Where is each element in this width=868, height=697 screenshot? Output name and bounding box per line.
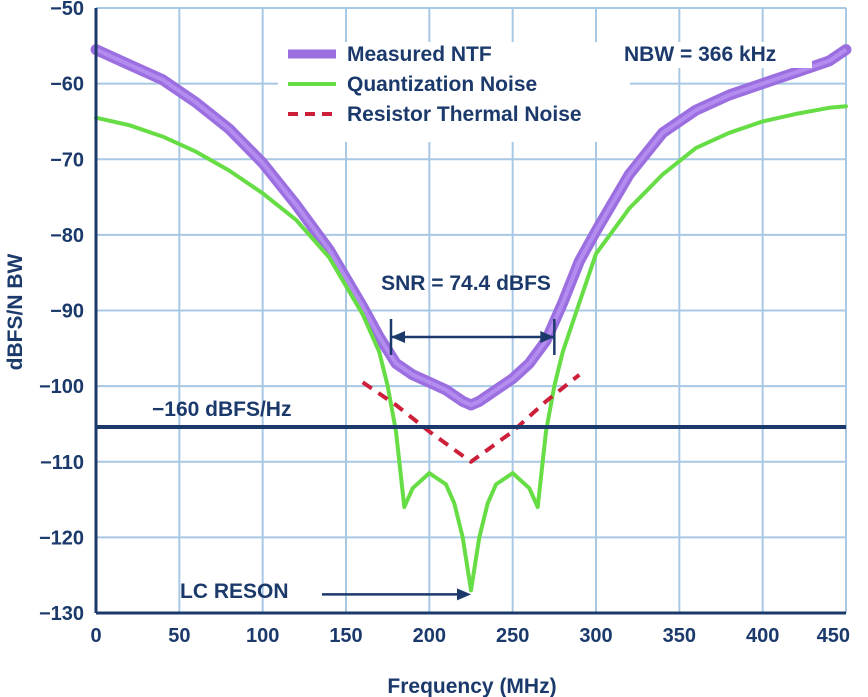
snr-arrowhead-right (540, 330, 555, 343)
x-tick-label: 50 (168, 625, 190, 647)
x-tick-label: 300 (579, 625, 612, 647)
x-tick-label: 0 (90, 625, 101, 647)
y-tick-label: −100 (39, 376, 84, 398)
series-resistor-thermal-noise-line (361, 373, 581, 464)
y-tick-label: −90 (50, 301, 84, 323)
x-tick-label: 200 (413, 625, 446, 647)
y-tick-label: −50 (50, 0, 84, 20)
plot-frame (94, 8, 846, 615)
legend-label-resistor-thermal-noise: Resistor Thermal Noise (347, 103, 582, 126)
plot-area (90, 44, 852, 593)
nbw-label-background (616, 42, 812, 68)
x-tick-label: 150 (329, 625, 362, 647)
x-axis-title: Frequency (MHz) (387, 675, 556, 697)
nbw-annotation: NBW = 366 kHz (624, 43, 776, 66)
reference-line-group: −160 dBFS/Hz (96, 398, 846, 429)
series-measured-ntf-inner (95, 47, 848, 407)
y-tick-label: −80 (50, 225, 84, 247)
series-quantization-noise-line (94, 104, 848, 593)
x-tick-label: 250 (496, 625, 529, 647)
legend-background (278, 42, 630, 142)
y-axis-title: dBFS/N BW (4, 254, 27, 371)
y-tick-label: −130 (39, 603, 84, 625)
x-tick-label: 350 (663, 625, 696, 647)
y-tick-label: −60 (50, 74, 84, 96)
x-tick-label: 400 (746, 625, 779, 647)
y-tick-label: −70 (50, 149, 84, 171)
snr-annotation-group: SNR = 74.4 dBFS (381, 272, 556, 355)
legend-label-quantization-noise: Quantization Noise (347, 73, 537, 96)
lc-reson-annotation: LC RESON (180, 580, 289, 603)
snr-annotation: SNR = 74.4 dBFS (381, 272, 551, 295)
lc-reson-arrowhead (457, 588, 471, 601)
snr-arrowhead-left (391, 330, 405, 343)
reference-line-label: −160 dBFS/Hz (152, 398, 291, 421)
legend: Measured NTF Quantization Noise Resistor… (278, 42, 630, 142)
y-tick-label: −120 (39, 527, 84, 549)
lc-reson-annotation-group: LC RESON (180, 580, 471, 603)
y-tick-label: −110 (40, 452, 84, 474)
x-tick-label: 450 (817, 625, 850, 647)
legend-label-measured-ntf: Measured NTF (347, 43, 492, 66)
x-tick-label: 100 (246, 625, 279, 647)
tick-labels: 0 50 100 150 200 250 300 350 400 450 −50 −60 −70 −80 −… (39, 0, 850, 647)
